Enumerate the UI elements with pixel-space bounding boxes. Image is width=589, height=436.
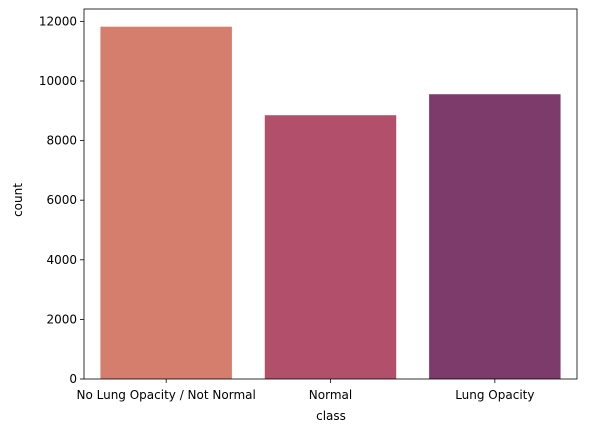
axes-layer: No Lung Opacity / Not Normal Normal Lung O…: [39, 8, 578, 402]
y-tick-label-2: 2000: [46, 312, 77, 326]
bar-1: [100, 26, 232, 379]
y-tick-label-6: 10000: [39, 74, 77, 88]
x-tick-label-3: Lung Opacity: [455, 388, 534, 402]
bar-3: [429, 94, 561, 380]
y-tick-label-1: 0: [69, 372, 77, 386]
x-axis-label: class: [316, 409, 346, 423]
y-tick-label-4: 6000: [46, 193, 77, 207]
x-tick-label-2: Normal: [309, 388, 352, 402]
y-tick-label-3: 4000: [46, 253, 77, 267]
x-tick-label-1: No Lung Opacity / Not Normal: [76, 388, 255, 402]
plot-frame: [83, 8, 578, 380]
bar-2: [264, 115, 397, 379]
y-tick-label-5: 8000: [46, 134, 77, 148]
y-tick-label-7: 12000: [39, 14, 77, 28]
y-axis-label: count: [11, 183, 25, 217]
bars-layer: [100, 26, 561, 380]
